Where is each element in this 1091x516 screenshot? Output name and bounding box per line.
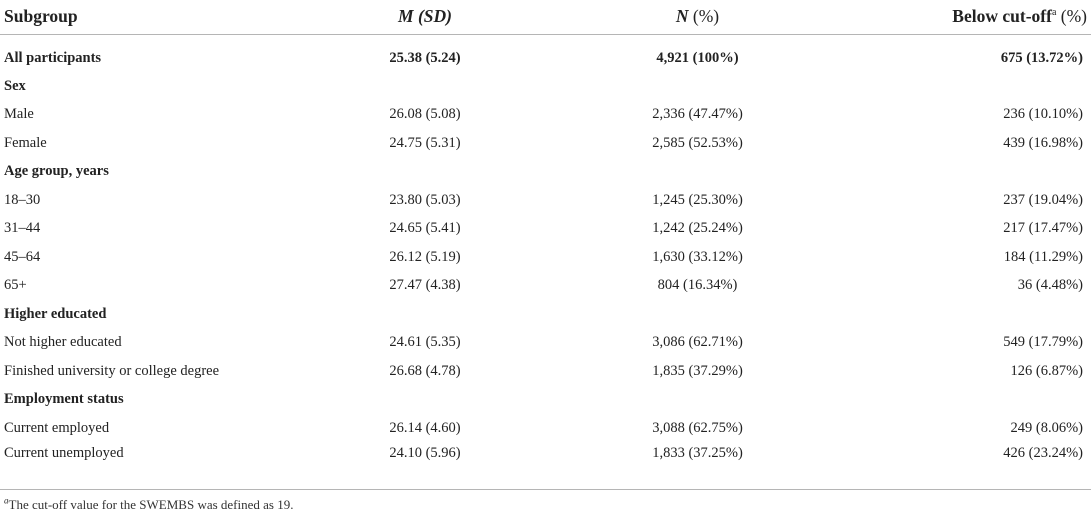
footnote-text: The cut-off value for the SWEMBS was def… <box>8 497 294 512</box>
cell-subgroup: Male <box>4 106 34 123</box>
cell-below-cutoff: 549 (17.79%) <box>1003 334 1083 351</box>
cell-mean-sd: 26.12 (5.19) <box>389 248 461 265</box>
results-table-container: Subgroup M (SD) N (%) Below cut-offa (%)… <box>0 0 1091 471</box>
cell-n-percent <box>560 158 835 187</box>
table-group-row: Sex <box>0 72 1091 101</box>
cell-below-cutoff <box>835 386 1091 415</box>
cell-subgroup: Employment status <box>4 391 124 408</box>
cell-n-percent: 4,921 (100%) <box>656 49 739 66</box>
cell-below-cutoff: 36 (4.48%) <box>1017 277 1083 294</box>
cell-below-cutoff: 126 (6.87%) <box>1010 362 1084 379</box>
cell-n-percent: 804 (16.34%) <box>657 277 738 294</box>
table-row: 45–64 26.12 (5.19) 1,630 (33.12%) 184 (11.2… <box>0 243 1091 272</box>
cell-below-cutoff: 426 (23.24%) <box>1003 445 1083 462</box>
table-row: 31–44 24.65 (5.41) 1,242 (25.24%) 217 (17.4… <box>0 215 1091 244</box>
table-row: 65+ 27.47 (4.38) 804 (16.34%) 36 (4.48%) <box>0 272 1091 301</box>
cell-subgroup: Finished university or college degree <box>4 362 220 379</box>
cell-mean-sd: 24.75 (5.31) <box>389 134 461 151</box>
cell-n-percent <box>560 386 835 415</box>
table-group-row: Higher educated <box>0 300 1091 329</box>
cell-subgroup: Higher educated <box>4 305 107 322</box>
header-below-cutoff: Below cut-offa (%) <box>835 0 1091 35</box>
table-group-row: Age group, years <box>0 158 1091 187</box>
header-below-label: Below cut-off <box>952 6 1052 27</box>
table-body: All participants 25.38 (5.24) 4,921 (100%)… <box>0 34 1091 471</box>
cell-mean-sd <box>290 300 560 329</box>
results-table: Subgroup M (SD) N (%) Below cut-offa (%)… <box>0 0 1091 471</box>
header-below-pct-label: (%) <box>1060 6 1087 27</box>
cell-n-percent: 3,088 (62.75%) <box>652 419 743 436</box>
table-header: Subgroup M (SD) N (%) Below cut-offa (%) <box>0 0 1091 35</box>
cell-mean-sd <box>290 386 560 415</box>
cell-mean-sd: 24.65 (5.41) <box>389 220 461 237</box>
header-n-label: N <box>675 6 689 27</box>
footnote-marker: a <box>4 495 9 506</box>
cell-n-percent <box>560 72 835 101</box>
table-row: Finished university or college degree 26.… <box>0 357 1091 386</box>
cell-below-cutoff: 236 (10.10%) <box>1003 106 1083 123</box>
cell-subgroup: 18–30 <box>4 191 41 208</box>
cell-mean-sd: 27.47 (4.38) <box>389 277 461 294</box>
cell-n-percent: 1,835 (37.29%) <box>652 362 743 379</box>
header-subgroup-label: Subgroup <box>4 6 78 27</box>
cell-mean-sd: 26.14 (4.60) <box>389 419 461 436</box>
table-group-row: All participants 25.38 (5.24) 4,921 (100%)… <box>0 34 1091 72</box>
cell-below-cutoff: 439 (16.98%) <box>1003 134 1083 151</box>
cell-mean-sd: 23.80 (5.03) <box>389 191 461 208</box>
cell-subgroup: 65+ <box>4 277 27 294</box>
cell-mean-sd: 24.61 (5.35) <box>389 334 461 351</box>
cell-mean-sd <box>290 158 560 187</box>
cell-n-percent: 2,336 (47.47%) <box>652 106 743 123</box>
cell-subgroup: Not higher educated <box>4 334 122 351</box>
cell-below-cutoff <box>835 300 1091 329</box>
cell-n-percent: 2,585 (52.53%) <box>652 134 743 151</box>
cell-below-cutoff: 184 (11.29%) <box>1003 248 1083 265</box>
cell-mean-sd <box>290 72 560 101</box>
cell-n-percent: 1,245 (25.30%) <box>652 191 743 208</box>
table-group-row: Employment status <box>0 386 1091 415</box>
cell-mean-sd: 24.10 (5.96) <box>389 445 461 462</box>
cell-subgroup: 31–44 <box>4 220 41 237</box>
cell-mean-sd: 26.08 (5.08) <box>389 106 461 123</box>
cell-n-percent <box>560 300 835 329</box>
cell-n-percent: 1,833 (37.25%) <box>652 445 743 462</box>
cell-mean-sd: 26.68 (4.78) <box>389 362 461 379</box>
cell-subgroup: Current unemployed <box>4 445 124 462</box>
cell-subgroup: 45–64 <box>4 248 41 265</box>
header-subgroup: Subgroup <box>0 0 290 35</box>
table-row: Female 24.75 (5.31) 2,585 (52.53%) 439 (16.… <box>0 129 1091 158</box>
table-row: Male 26.08 (5.08) 2,336 (47.47%) 236 (10.10… <box>0 101 1091 130</box>
header-sd-label: (SD) <box>417 6 452 27</box>
header-below-footnote-marker: a <box>1051 7 1057 19</box>
cell-subgroup: Current employed <box>4 419 110 436</box>
cell-below-cutoff: 237 (19.04%) <box>1003 191 1083 208</box>
header-n-percent: N (%) <box>560 0 835 35</box>
cell-n-percent: 1,242 (25.24%) <box>652 220 743 237</box>
cell-below-cutoff <box>835 158 1091 187</box>
cell-below-cutoff: 249 (8.06%) <box>1010 419 1084 436</box>
header-mean-label: M <box>398 6 414 27</box>
table-row: Current unemployed 24.10 (5.96) 1,833 (37.… <box>0 443 1091 472</box>
header-row: Subgroup M (SD) N (%) Below cut-offa (%) <box>0 0 1091 35</box>
cell-subgroup: Sex <box>4 77 26 94</box>
table-row: Not higher educated 24.61 (5.35) 3,086 (62… <box>0 329 1091 358</box>
cell-mean-sd: 25.38 (5.24) <box>389 49 461 66</box>
table-row: Current employed 26.14 (4.60) 3,088 (62.75… <box>0 414 1091 443</box>
cell-subgroup: Age group, years <box>4 163 109 180</box>
table-row: 18–30 23.80 (5.03) 1,245 (25.30%) 237 (19.0… <box>0 186 1091 215</box>
cell-subgroup: All participants <box>4 49 102 66</box>
cell-n-percent: 3,086 (62.71%) <box>652 334 743 351</box>
cell-subgroup: Female <box>4 134 47 151</box>
header-mean-sd: M (SD) <box>290 0 560 35</box>
header-n-pct-label: (%) <box>692 6 720 27</box>
cell-below-cutoff: 675 (13.72%) <box>1000 49 1083 66</box>
cell-below-cutoff: 217 (17.47%) <box>1003 220 1083 237</box>
footnote: aThe cut-off value for the SWEMBS was de… <box>4 495 294 513</box>
cell-below-cutoff <box>835 72 1091 101</box>
footer-divider <box>0 489 1091 490</box>
cell-n-percent: 1,630 (33.12%) <box>652 248 743 265</box>
